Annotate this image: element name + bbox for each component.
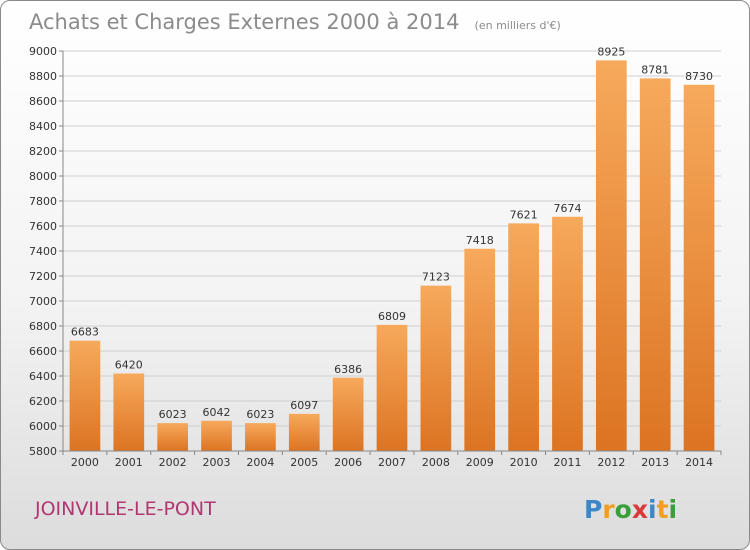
y-tick-label: 7200 [29, 270, 57, 283]
y-tick-label: 6800 [29, 320, 57, 333]
bar [464, 248, 496, 451]
data-label: 6023 [246, 408, 274, 421]
bar [508, 223, 539, 451]
y-tick-label: 6000 [29, 420, 57, 433]
logo-letter: P [584, 495, 602, 524]
x-tick-label: 2011 [553, 456, 581, 469]
y-tick-label: 7600 [29, 220, 57, 233]
data-label: 7621 [510, 208, 538, 221]
logo-letter: o [615, 495, 632, 524]
chart-title: Achats et Charges Externes 2000 à 2014 (… [29, 10, 561, 34]
y-tick-label: 8600 [29, 95, 57, 108]
bar [245, 423, 276, 451]
data-label: 8781 [641, 63, 669, 76]
logo-letter: t [657, 495, 669, 524]
logo-letter: r [602, 495, 615, 524]
logo-letter: i [648, 495, 657, 524]
x-tick-label: 2006 [334, 456, 362, 469]
bar [595, 60, 627, 451]
proxiti-logo: Proxiti [584, 495, 677, 524]
bar [201, 420, 232, 451]
x-tick-label: 2010 [510, 456, 538, 469]
chart-title-main: Achats et Charges Externes 2000 à 2014 [29, 10, 459, 34]
y-tick-label: 7000 [29, 295, 57, 308]
logo-letter: i [669, 495, 678, 524]
x-axis: 2000 2001 2002 2003 2004 2005 2006 2007 2008 2009… [62, 450, 722, 469]
x-tick-label: 2001 [115, 456, 143, 469]
y-tick-label: 8000 [29, 170, 57, 183]
y-tick-label: 8400 [29, 120, 57, 133]
x-tick-label: 2008 [422, 456, 450, 469]
y-axis: 5800 6000 6200 6400 6600 6800 7000 7200 7400 7600… [29, 45, 64, 458]
bar [113, 373, 145, 451]
y-tick-label: 6400 [29, 370, 57, 383]
data-label: 6683 [71, 326, 99, 339]
bar [552, 216, 583, 451]
y-tick-label: 7400 [29, 245, 57, 258]
bar [683, 84, 715, 451]
data-label: 7674 [553, 202, 581, 215]
data-label: 8925 [597, 45, 625, 58]
data-label: 6023 [159, 408, 187, 421]
x-tick-label: 2007 [378, 456, 406, 469]
y-tick-label: 9000 [29, 45, 57, 58]
logo-letter: x [632, 495, 648, 524]
bars: 6683 6420 6023 6042 6023 6097 6386 6809 7123 7418… [69, 45, 715, 451]
data-label: 6042 [203, 406, 231, 419]
bar [157, 423, 189, 451]
x-tick-label: 2003 [203, 456, 231, 469]
chart-title-unit: (en milliers d'€) [475, 19, 561, 32]
x-tick-label: 2014 [685, 456, 713, 469]
y-tick-label: 5800 [29, 445, 57, 458]
x-tick-label: 2009 [466, 456, 494, 469]
x-tick-label: 2002 [159, 456, 187, 469]
y-tick-label: 8800 [29, 70, 57, 83]
city-name: JOINVILLE-LE-PONT [34, 498, 216, 520]
bar [69, 340, 101, 451]
data-label: 6809 [378, 310, 406, 323]
x-tick-label: 2000 [71, 456, 99, 469]
bar [376, 324, 408, 451]
bar [639, 78, 671, 451]
x-tick-label: 2004 [246, 456, 274, 469]
data-label: 6420 [115, 359, 143, 372]
x-tick-label: 2012 [597, 456, 625, 469]
data-label: 7123 [422, 271, 450, 284]
bar [420, 285, 452, 451]
bar [288, 413, 320, 451]
y-tick-label: 7800 [29, 195, 57, 208]
data-label: 7418 [466, 234, 494, 247]
y-tick-label: 6600 [29, 345, 57, 358]
data-label: 8730 [685, 70, 713, 83]
y-tick-label: 8200 [29, 145, 57, 158]
x-tick-label: 2005 [290, 456, 318, 469]
x-tick-label: 2013 [641, 456, 669, 469]
y-tick-label: 6200 [29, 395, 57, 408]
bar [332, 377, 364, 451]
data-label: 6097 [290, 399, 318, 412]
data-label: 6386 [334, 363, 362, 376]
